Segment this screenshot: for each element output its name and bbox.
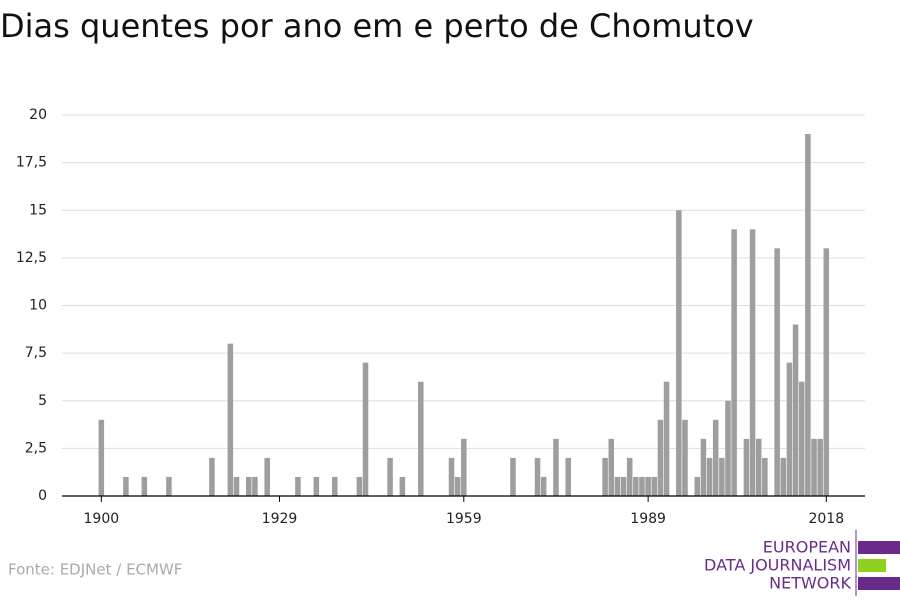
bar — [209, 457, 215, 496]
bar — [608, 438, 615, 496]
x-tick-label: 1989 — [630, 511, 666, 527]
bar — [565, 457, 572, 496]
bar — [252, 476, 258, 496]
bar — [811, 438, 817, 496]
bar — [639, 476, 645, 496]
bar — [399, 476, 406, 496]
bar — [620, 476, 627, 496]
bar — [141, 476, 148, 496]
bar — [786, 362, 793, 496]
x-tick-label: 1900 — [84, 511, 120, 527]
bar — [602, 457, 608, 496]
bar — [706, 457, 713, 496]
bar — [553, 438, 559, 496]
bar — [712, 419, 719, 496]
bar — [540, 476, 547, 496]
source: Fonte: EDJNet / ECMWF — [8, 561, 182, 579]
x-tick-label: 1929 — [262, 511, 298, 527]
bar — [743, 438, 750, 496]
logo-bar — [858, 541, 900, 554]
bar — [694, 476, 701, 496]
bar — [682, 419, 688, 496]
y-tick-label: 12,5 — [16, 250, 47, 266]
bar — [798, 381, 805, 496]
bar — [774, 248, 780, 496]
bar — [817, 438, 823, 496]
x-tick-label: 2018 — [808, 511, 844, 527]
chart-title: Dias quentes por ano em e perto de Chomu… — [0, 7, 754, 45]
bar — [725, 400, 731, 496]
bar — [123, 476, 129, 496]
logo-bar — [858, 559, 886, 572]
bar — [700, 438, 707, 496]
logo-text: DATA JOURNALISM — [704, 556, 851, 575]
bar — [663, 381, 670, 496]
bar — [749, 229, 756, 497]
y-tick-label: 0 — [38, 488, 47, 504]
bar — [246, 476, 252, 496]
bar — [823, 248, 830, 496]
y-tick-label: 10 — [29, 298, 47, 314]
bar — [295, 476, 301, 496]
bar — [633, 476, 639, 496]
bar — [233, 476, 240, 496]
x-tick-label: 1959 — [446, 511, 482, 527]
bar — [657, 419, 664, 496]
bar — [313, 476, 320, 496]
bar — [731, 229, 737, 497]
y-tick-label: 7,5 — [25, 345, 47, 361]
bar — [651, 476, 658, 496]
bar — [510, 457, 516, 496]
bar — [166, 476, 172, 496]
bar — [461, 438, 467, 496]
bar — [387, 457, 393, 496]
logo-bar — [858, 577, 900, 590]
bar — [645, 476, 651, 496]
bar — [792, 324, 799, 496]
y-tick-label: 20 — [29, 107, 47, 123]
bar — [98, 419, 105, 496]
logo-text: EUROPEAN — [763, 538, 851, 557]
bar — [614, 476, 621, 496]
bar — [227, 343, 234, 496]
bar — [448, 457, 455, 496]
bar — [676, 210, 682, 496]
bar — [418, 381, 424, 496]
bar — [780, 457, 787, 496]
y-tick-label: 2,5 — [25, 440, 47, 456]
bar — [362, 362, 369, 496]
bar — [332, 476, 338, 496]
bar — [626, 457, 633, 496]
y-tick-label: 17,5 — [16, 155, 47, 171]
y-tick-label: 5 — [38, 393, 47, 409]
y-tick-label: 15 — [29, 202, 47, 218]
bar — [264, 457, 270, 496]
bar — [762, 457, 768, 496]
bar — [534, 457, 541, 496]
bar — [755, 438, 762, 496]
bar — [454, 476, 461, 496]
logo-text: NETWORK — [769, 574, 851, 593]
bar — [356, 476, 363, 496]
bar — [719, 457, 725, 496]
bar — [805, 134, 811, 497]
